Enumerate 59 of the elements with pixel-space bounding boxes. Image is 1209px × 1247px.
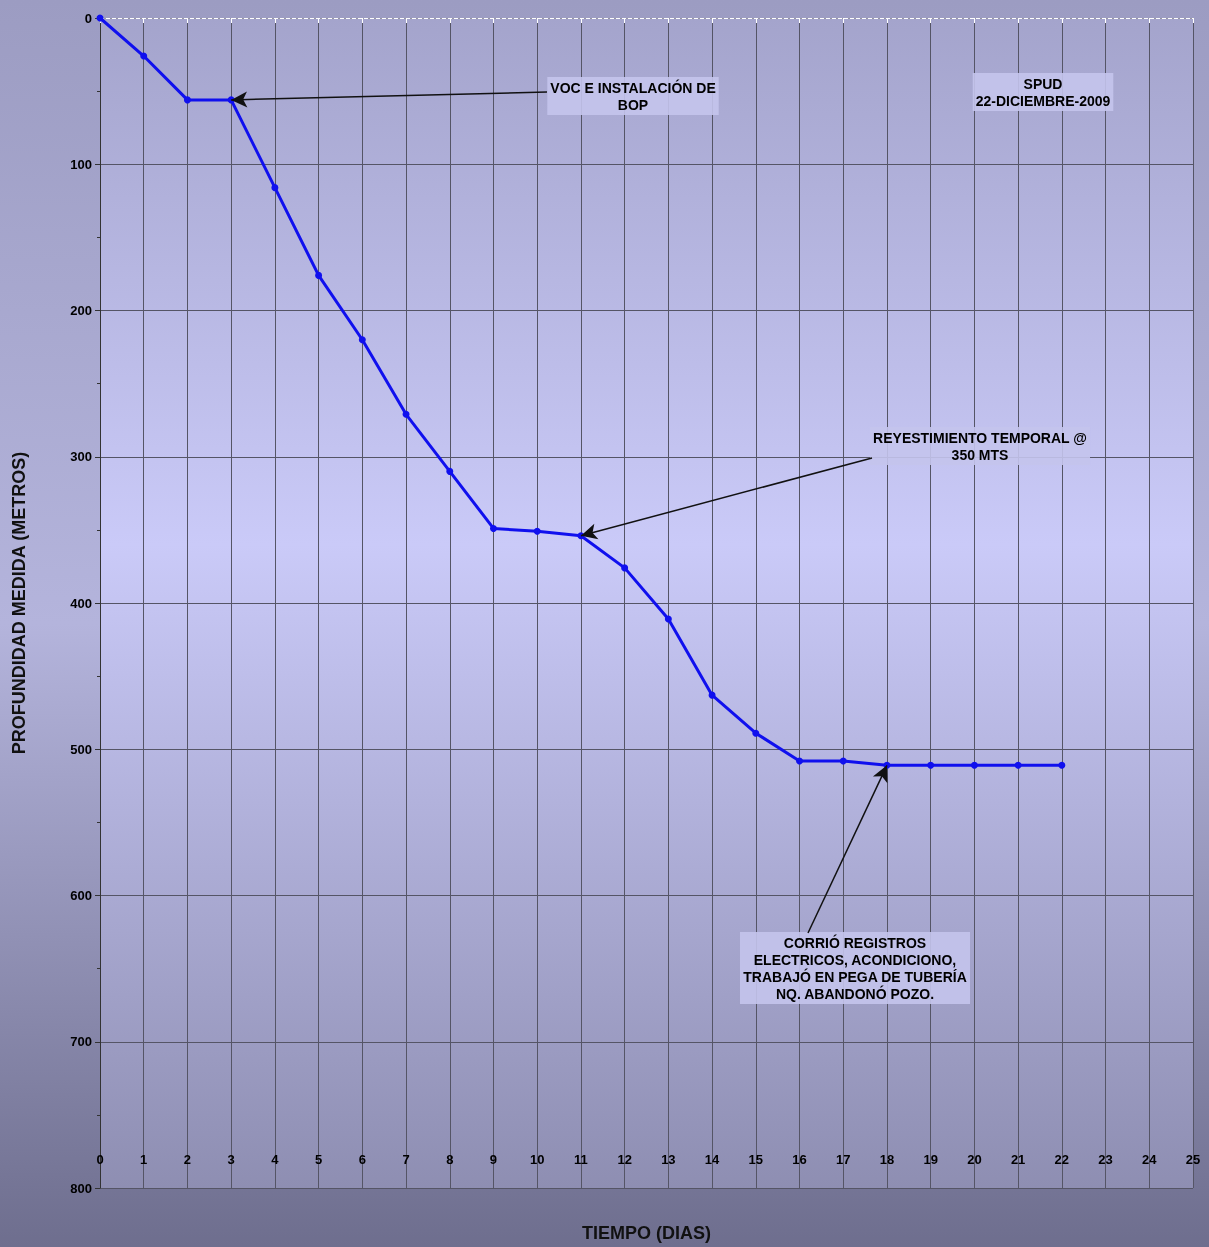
- x-tick-label: 1: [140, 1152, 148, 1167]
- x-tick-label: 9: [489, 1152, 498, 1167]
- x-tick-label: 24: [1142, 1152, 1158, 1167]
- x-tick-label: 19: [923, 1152, 938, 1167]
- x-tick-label: 18: [879, 1152, 895, 1167]
- x-tick-label: 17: [836, 1152, 851, 1167]
- annotation: CORRIÓ REGISTROS ELECTRICOS, ACONDICIONO, TRABAJÓ EN PEGA DE TUBERÍA NQ. ABANDONÓ POZO.: [743, 933, 967, 1002]
- x-tick-label: 7: [402, 1152, 410, 1167]
- x-tick-label: 8: [446, 1152, 454, 1167]
- point: [664, 615, 672, 623]
- point: [358, 336, 366, 344]
- x-tick-label: 16: [792, 1152, 807, 1167]
- point: [752, 729, 760, 737]
- x-tick-label: 13: [661, 1152, 676, 1167]
- point: [140, 52, 148, 60]
- x-tick-label: 15: [748, 1152, 764, 1167]
- x-tick-label: 25: [1185, 1152, 1201, 1167]
- point: [839, 757, 847, 765]
- y-tick-label: 800: [70, 1180, 92, 1196]
- point: [533, 527, 541, 535]
- point: [402, 410, 410, 418]
- x-tick-label: 2: [183, 1152, 192, 1167]
- y-tick-label: 0: [84, 10, 92, 26]
- x-tick-label: 23: [1098, 1152, 1113, 1167]
- y-tick-label: 600: [70, 888, 92, 903]
- x-axis-title: TIEMPO (DIAS): [582, 1223, 711, 1243]
- y-axis-title: PROFUNDIDAD MEDIDA (METROS): [9, 451, 29, 755]
- x-tick-label: 10: [529, 1152, 545, 1167]
- point: [708, 691, 716, 699]
- x-tick-label: 11: [574, 1152, 588, 1167]
- point: [927, 761, 935, 769]
- annotation: VOC E INSTALACIÓN DE BOP: [550, 78, 716, 113]
- x-tick-label: 6: [358, 1152, 366, 1167]
- point: [183, 96, 191, 104]
- point: [271, 184, 279, 192]
- y-tick-label: 200: [70, 303, 92, 318]
- point: [970, 761, 978, 769]
- x-tick-label: 21: [1010, 1152, 1026, 1167]
- point: [315, 271, 323, 279]
- y-tick-label: 500: [70, 741, 92, 757]
- point: [1058, 761, 1066, 769]
- annotation: REYESTIMIENTO TEMPORAL @ 350 MTS: [873, 429, 1087, 463]
- y-tick-label: 700: [70, 1034, 92, 1050]
- point: [446, 467, 454, 475]
- annotation: SPUD 22-DICIEMBRE-2009: [975, 75, 1111, 109]
- x-tick-label: 14: [704, 1152, 721, 1167]
- x-tick-label: 22: [1054, 1152, 1070, 1167]
- point: [796, 757, 804, 765]
- point: [489, 524, 497, 532]
- x-tick-label: 20: [967, 1152, 982, 1167]
- x-tick-label: 5: [314, 1152, 323, 1167]
- y-tick-label: 400: [70, 595, 92, 611]
- point: [621, 564, 629, 572]
- x-tick-label: 3: [227, 1152, 235, 1167]
- y-tick-label: 300: [70, 449, 92, 465]
- x-tick-label: 4: [271, 1152, 280, 1167]
- point: [1014, 761, 1022, 769]
- y-tick-label: 100: [70, 156, 92, 172]
- x-tick-label: 12: [617, 1152, 632, 1167]
